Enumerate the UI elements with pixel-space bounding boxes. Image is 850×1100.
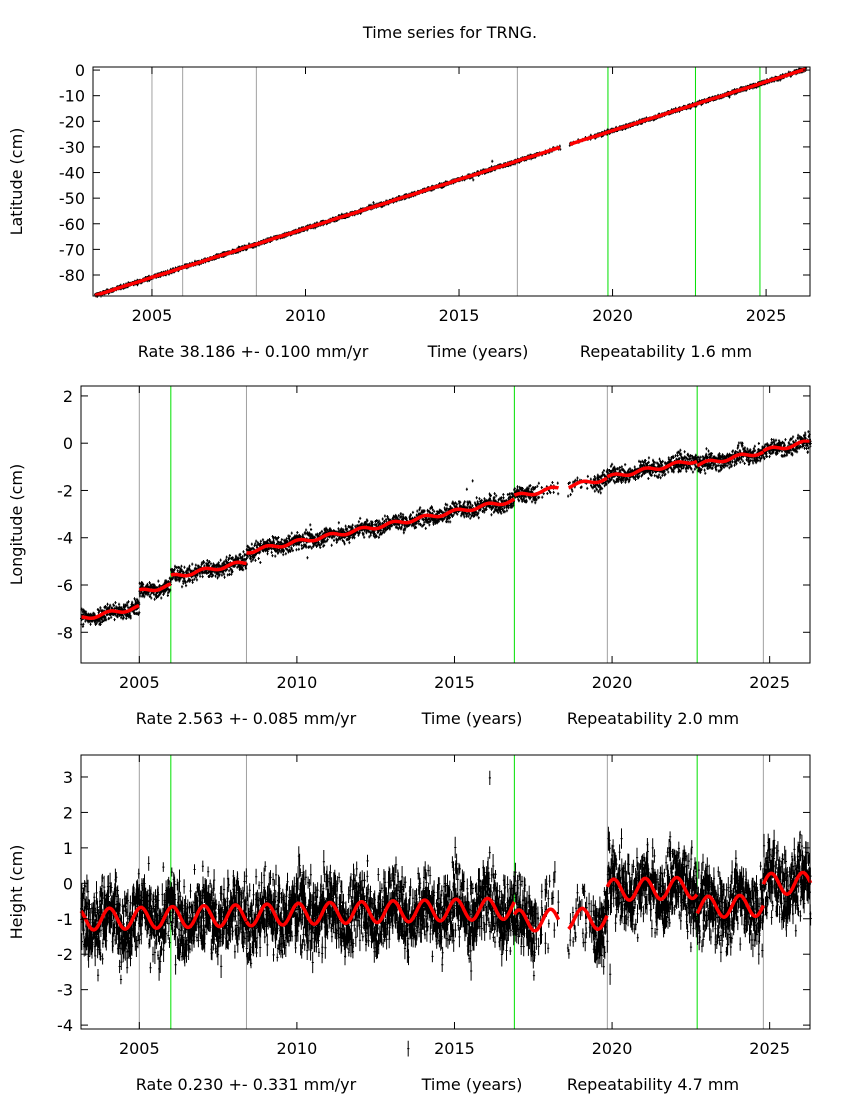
y-tick-label: -40 [59,164,85,183]
model-fit-segment [244,896,516,928]
x-tick-label: 2025 [746,306,787,325]
model-fit-segment [94,67,807,298]
y-tick-label: -8 [57,623,73,642]
x-tick-label: 2015 [439,306,480,325]
data-points [80,430,812,628]
figure-title: Time series for TRNG. [362,23,537,42]
x-tick-label: 2020 [592,306,633,325]
plot-frame [92,66,811,297]
x-tick-label: 2020 [592,673,633,692]
repeatability-label: Repeatability 1.6 mm [580,342,752,361]
x-tick-label: 2005 [119,1039,160,1058]
x-tick-label: 2010 [277,1039,318,1058]
y-tick-label: -70 [59,240,85,259]
x-axis-label: Time (years) [427,342,529,361]
y-axis-label: Longitude (cm) [7,464,26,586]
y-tick-label: 2 [63,803,73,822]
y-tick-label: -3 [57,981,73,1000]
model-fit-segment [513,476,608,497]
rate-label: Rate 38.186 +- 0.100 mm/yr [138,342,369,361]
repeatability-label: Repeatability 2.0 mm [567,709,739,728]
model-fit-segment [761,870,813,896]
model-fit-segment [606,459,698,479]
y-tick-label: -6 [57,576,73,595]
y-tick-label: 1 [63,839,73,858]
y-tick-label: -4 [57,1016,73,1035]
y-tick-label: -80 [59,266,85,285]
y-tick-label: -30 [59,138,85,157]
model-fit-segment [170,560,247,578]
model-fit-segment [246,497,516,555]
rate-label: Rate 0.230 +- 0.331 mm/yr [136,1075,357,1094]
y-tick-label: 2 [63,387,73,406]
y-tick-label: -50 [59,189,85,208]
model-fit-segment [79,903,248,932]
x-axis-label: Time (years) [421,709,523,728]
x-tick-label: 2025 [749,673,790,692]
x-tick-label: 2015 [434,673,475,692]
data-point-markers [80,430,812,628]
x-axis-label: Time (years) [421,1075,523,1094]
x-tick-label: 2025 [749,1039,790,1058]
model-fit-segment [81,603,140,620]
panel-3: 2005 2010 2015 2020 2025 3 2 1 0 -1 -2 -3 -4 Height (… [7,754,813,1094]
rate-label: Rate 2.563 +- 0.085 mm/yr [136,709,357,728]
panel-1: 2005 2010 2015 2020 2025 0 -10 -20 -30 -40 -50 -60 -… [7,61,811,361]
model-fit-segment [512,906,609,933]
x-tick-label: 2015 [434,1039,475,1058]
model-fit-segment [695,893,765,919]
y-tick-label: 3 [63,768,73,787]
y-tick-label: 0 [63,874,73,893]
y-tick-label: -2 [57,481,73,500]
x-tick-label: 2020 [592,1039,633,1058]
model-fit-segment [605,875,699,902]
x-tick-label: 2010 [277,673,318,692]
model-fit-segment [138,582,172,593]
y-tick-label: 0 [63,434,73,453]
x-tick-label: 2005 [119,673,160,692]
plot-frame [80,385,811,664]
y-axis-label: Latitude (cm) [7,128,26,236]
model-fit-segment [762,439,811,453]
repeatability-label: Repeatability 4.7 mm [567,1075,739,1094]
y-tick-label: -60 [59,215,85,234]
y-axis-label: Height (cm) [7,845,26,940]
y-tick-label: -2 [57,945,73,964]
y-tick-label: -10 [59,87,85,106]
model-fit-segment [696,450,765,468]
plot-frame [80,754,811,1030]
x-tick-label: 2010 [285,306,326,325]
y-tick-label: -20 [59,112,85,131]
y-tick-label: -1 [57,910,73,929]
x-tick-label: 2005 [132,306,173,325]
panel-2: 2005 2010 2015 2020 2025 2 0 -2 -4 -6 -8 Longitude … [7,385,812,728]
y-tick-label: -4 [57,529,73,548]
y-tick-label: 0 [75,61,85,80]
